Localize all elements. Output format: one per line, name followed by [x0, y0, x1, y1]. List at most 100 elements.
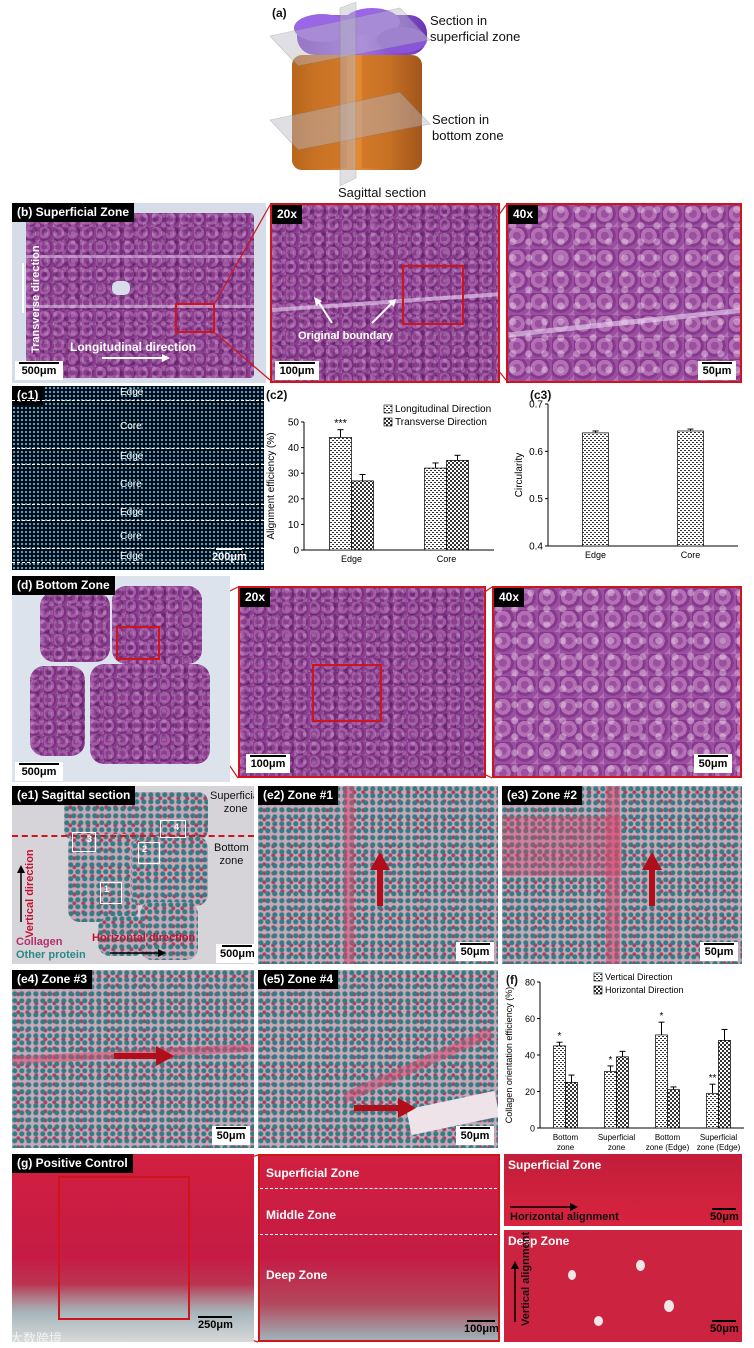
d20-zoom-box — [312, 664, 382, 722]
b-zoom-box — [175, 303, 215, 333]
g-rb-title: Deep Zone — [508, 1234, 570, 1248]
y-tick-label: 0.4 — [529, 542, 543, 553]
b-longitudinal-text: Longitudinal direction — [70, 340, 196, 354]
panel-e4: (e4) Zone #3 50μm — [12, 970, 254, 1148]
bar — [351, 480, 374, 551]
e1-horizontal-text: Horizontal direction — [92, 932, 196, 944]
bar — [667, 1089, 680, 1129]
bar — [446, 460, 469, 551]
x-tick-label: Superficial — [598, 1133, 636, 1142]
c1-band: Edge — [120, 507, 144, 518]
legend-swatch — [383, 404, 393, 414]
x-tick-label: zone — [557, 1143, 575, 1152]
panel-d-main: (d) Bottom Zone 500μm — [12, 576, 230, 782]
legend-swatch — [593, 972, 603, 982]
g-zoom-box — [58, 1176, 190, 1320]
bar — [616, 1056, 629, 1129]
g-mid-scalebar: 100μm — [464, 1320, 498, 1335]
x-tick-label: Core — [437, 554, 457, 564]
y-tick-label: 40 — [288, 443, 300, 454]
e1-other-text: Other protein — [16, 949, 86, 961]
chart-c3: 0.4 0.5 0.6 0.7 Circularity Edge Core — [514, 400, 738, 560]
y-tick-label: 30 — [288, 469, 300, 480]
bar — [329, 437, 352, 551]
significance-label: *** — [334, 418, 348, 430]
schematic-3d — [269, 1, 431, 187]
y-tick-label: 0.7 — [529, 400, 543, 411]
y-tick-label: 0 — [293, 546, 299, 557]
e3-arrow — [642, 852, 662, 906]
e1-box-4: 4 — [174, 822, 180, 832]
panel-b-main: (b) Superficial Zone Transverse directio… — [12, 203, 266, 383]
significance-label: ** — [709, 1073, 717, 1084]
panel-d-label: (d) Bottom Zone — [12, 576, 115, 595]
x-tick-label: Superficial — [700, 1133, 738, 1142]
x-tick-label: Core — [681, 550, 701, 560]
y-tick-label: 40 — [525, 1051, 535, 1061]
c1-scalebar: 200μm — [212, 548, 247, 563]
x-tick-label: zone — [608, 1143, 626, 1152]
d40-mag-label: 40x — [494, 588, 525, 607]
d-scalebar: 500μm — [15, 762, 63, 781]
e1-box-3: 1 — [104, 884, 110, 894]
bar — [604, 1071, 617, 1129]
e2-label: (e2) Zone #1 — [258, 786, 339, 805]
g-scalebar: 250μm — [198, 1316, 233, 1331]
panel-g-right-top: Superficial Zone Horizontal alignment 50… — [504, 1154, 742, 1226]
e1-box-1: 3 — [87, 834, 93, 844]
panel-g-mid: Superficial Zone Middle Zone Deep Zone 1… — [258, 1154, 500, 1342]
d20-mag-label: 20x — [240, 588, 271, 607]
panel-e1: 3 2 1 4 (e1) Sagittal section Superficia… — [12, 786, 254, 964]
d20-scalebar: 100μm — [246, 754, 290, 773]
b40-mag-label: 40x — [508, 205, 539, 224]
x-tick-label: zone (Edge) — [646, 1143, 690, 1152]
e5-scalebar: 50μm — [456, 1126, 494, 1145]
e1-box-2: 2 — [142, 844, 148, 854]
bar — [706, 1092, 719, 1129]
e1-label: (e1) Sagittal section — [12, 786, 136, 805]
a-bottom-text: Section in bottom zone — [432, 112, 504, 143]
panel-b-20x: 20x Original boundary 100μm — [270, 203, 500, 383]
y-axis-label: Collagen orientation efficiency (%) — [504, 987, 514, 1123]
e5-arrow — [354, 1098, 416, 1118]
x-tick-label: Edge — [585, 550, 606, 560]
e4-scalebar: 50μm — [212, 1126, 250, 1145]
c1-label: (c1) — [12, 386, 44, 405]
g-horizontal-arrow — [510, 1203, 578, 1211]
e4-label: (e4) Zone #3 — [12, 970, 93, 989]
panel-d-20x: 20x 100μm — [238, 586, 486, 778]
legend-label: Transverse Direction — [395, 417, 487, 428]
g-horizontal-text: Horizontal alignment — [510, 1211, 619, 1223]
panel-e3: (e3) Zone #2 50μm — [502, 786, 742, 964]
e1-bottom-text: Bottom zone — [214, 842, 249, 867]
panel-c1: (c1) Edge Core Edge Core Edge Core Edge … — [12, 386, 264, 570]
y-tick-label: 0 — [530, 1124, 535, 1134]
legend-label: Vertical Direction — [605, 972, 673, 982]
legend-label: Longitudinal Direction — [395, 404, 491, 415]
g-vertical-text: Vertical alignment — [520, 1231, 532, 1326]
c1-band: Edge — [120, 387, 144, 398]
significance-label: * — [609, 1055, 613, 1066]
d-zoom-box — [116, 626, 160, 660]
y-tick-label: 10 — [288, 520, 300, 531]
y-tick-label: 20 — [288, 494, 300, 505]
a-superficial-text: Section in superficial zone — [430, 13, 521, 44]
legend-swatch — [383, 417, 393, 427]
c3-label: (c3) — [530, 388, 552, 402]
panel-g-right-bottom: Deep Zone Vertical alignment 50μm — [504, 1230, 742, 1342]
c1-band: Edge — [120, 451, 144, 462]
g-rb-scalebar: 50μm — [710, 1320, 739, 1335]
a-sagittal-text: Sagittal section — [338, 185, 427, 200]
panel-e5: (e5) Zone #4 50μm — [258, 970, 498, 1148]
e5-label: (e5) Zone #4 — [258, 970, 339, 989]
f-label: (f) — [506, 973, 518, 987]
g-deep-text: Deep Zone — [266, 1268, 328, 1282]
e2-scalebar: 50μm — [456, 942, 494, 961]
g-rt-title: Superficial Zone — [508, 1158, 602, 1172]
legend-swatch — [593, 985, 603, 995]
legend-label: Horizontal Direction — [605, 985, 684, 995]
b40-scalebar: 50μm — [698, 361, 736, 380]
y-tick-label: 20 — [525, 1087, 535, 1097]
c1-band: Core — [120, 479, 142, 490]
